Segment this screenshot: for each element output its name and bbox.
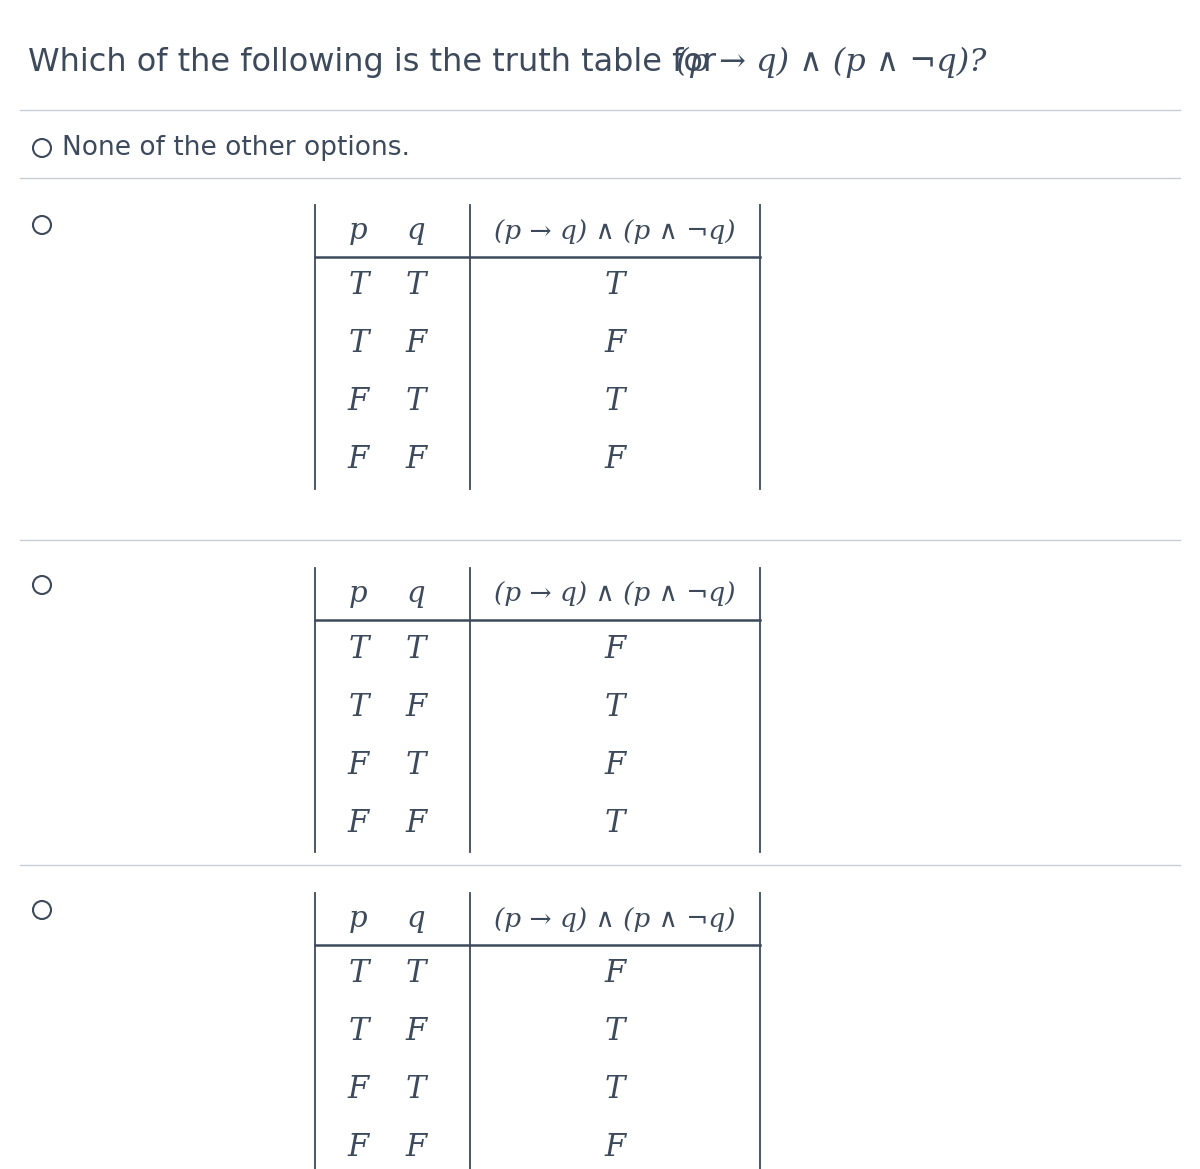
Text: F: F [348, 749, 368, 781]
Text: T: T [406, 749, 426, 781]
Text: F: F [348, 1133, 368, 1163]
Text: None of the other options.: None of the other options. [62, 134, 410, 161]
Text: T: T [406, 959, 426, 989]
Text: T: T [348, 1017, 368, 1047]
Text: F: F [605, 1133, 625, 1163]
Text: T: T [406, 1074, 426, 1106]
Text: F: F [605, 444, 625, 476]
Text: F: F [605, 328, 625, 360]
Text: (p → q) ∧ (p ∧ ¬q): (p → q) ∧ (p ∧ ¬q) [494, 219, 736, 243]
Text: q: q [407, 905, 425, 933]
Text: T: T [348, 270, 368, 302]
Text: F: F [605, 749, 625, 781]
Text: T: T [605, 692, 625, 722]
Text: F: F [406, 1133, 426, 1163]
Text: (p → q) ∧ (p ∧ ¬q): (p → q) ∧ (p ∧ ¬q) [494, 906, 736, 932]
Text: T: T [406, 634, 426, 664]
Text: F: F [348, 808, 368, 838]
Text: T: T [406, 387, 426, 417]
Text: T: T [605, 1017, 625, 1047]
Text: p: p [349, 580, 367, 608]
Text: T: T [348, 692, 368, 722]
Text: F: F [605, 959, 625, 989]
Text: p: p [349, 905, 367, 933]
Text: F: F [605, 634, 625, 664]
Text: (p → q) ∧ (p ∧ ¬q): (p → q) ∧ (p ∧ ¬q) [494, 581, 736, 607]
Text: q: q [407, 580, 425, 608]
Text: F: F [406, 444, 426, 476]
Text: F: F [348, 1074, 368, 1106]
Text: T: T [348, 959, 368, 989]
Text: q: q [407, 217, 425, 245]
Text: T: T [348, 328, 368, 360]
Text: F: F [406, 1017, 426, 1047]
Text: F: F [348, 444, 368, 476]
Text: Which of the following is the truth table for: Which of the following is the truth tabl… [28, 47, 726, 77]
Text: T: T [605, 808, 625, 838]
Text: F: F [406, 328, 426, 360]
Text: T: T [406, 270, 426, 302]
Text: T: T [348, 634, 368, 664]
Text: F: F [348, 387, 368, 417]
Text: T: T [605, 387, 625, 417]
Text: F: F [406, 692, 426, 722]
Text: (p → q) ∧ (p ∧ ¬q)?: (p → q) ∧ (p ∧ ¬q)? [676, 47, 986, 77]
Text: T: T [605, 270, 625, 302]
Text: F: F [406, 808, 426, 838]
Text: T: T [605, 1074, 625, 1106]
Text: p: p [349, 217, 367, 245]
